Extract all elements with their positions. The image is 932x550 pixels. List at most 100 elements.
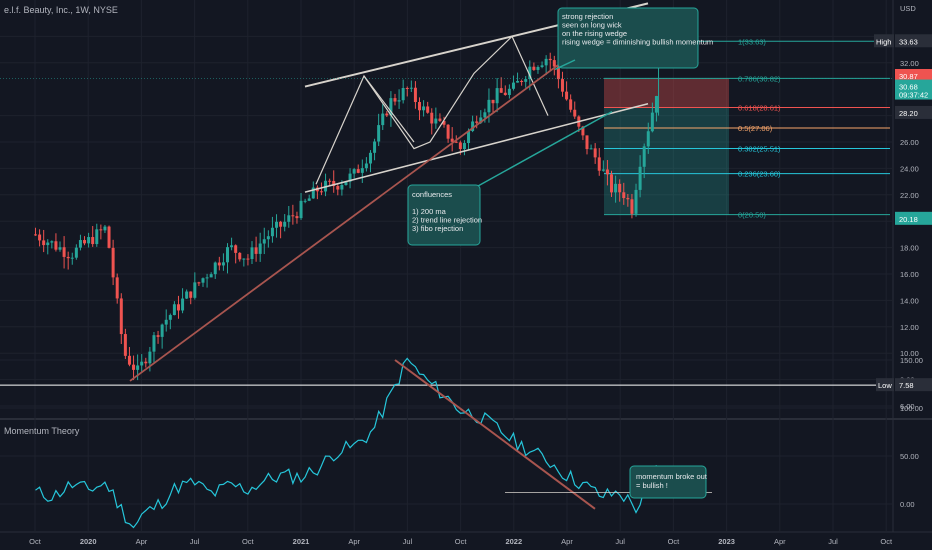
- candle-body: [242, 258, 246, 260]
- candle-body: [238, 252, 242, 260]
- candle-body: [127, 355, 131, 365]
- candle-body: [540, 65, 544, 68]
- time-tick-label: 2022: [505, 537, 522, 546]
- price-tick-label: 24.00: [900, 164, 919, 173]
- price-tick-label: 12.00: [900, 323, 919, 332]
- candle-body: [38, 234, 42, 241]
- time-tick-label: Apr: [561, 537, 573, 546]
- candle-body: [426, 106, 430, 113]
- candle-body: [593, 148, 597, 158]
- candle-body: [168, 315, 172, 320]
- candle-body: [475, 121, 479, 123]
- candle-body: [377, 125, 381, 142]
- candle-body: [483, 112, 487, 118]
- candle-body: [234, 245, 238, 253]
- candle-body: [422, 106, 426, 111]
- candle-body: [650, 112, 654, 132]
- fib-level-label: 0.236(23.60): [738, 170, 781, 179]
- candle-body: [136, 365, 140, 370]
- candle-body: [160, 324, 164, 337]
- candle-body: [176, 304, 180, 311]
- candle-body: [144, 361, 148, 364]
- osc-tick-label: 100.00: [900, 404, 923, 413]
- candle-body: [536, 67, 540, 70]
- candle-body: [209, 274, 213, 278]
- candle-body: [516, 80, 520, 83]
- confluences-note-line: 2) trend line rejection: [412, 216, 482, 225]
- momentum-downtrend-line: [394, 359, 596, 510]
- rejection-note-line: strong rejection: [562, 12, 613, 21]
- fib-level-label: 0.618(28.61): [738, 104, 781, 113]
- candle-body: [552, 60, 556, 67]
- fib-target-zone: [604, 107, 729, 215]
- candle-body: [585, 135, 589, 150]
- high-tag-bg: [874, 34, 894, 48]
- candle-body: [601, 169, 605, 171]
- candle-body: [185, 291, 189, 299]
- time-tick-label: Oct: [242, 537, 255, 546]
- candle-body: [46, 242, 50, 246]
- candle-body: [630, 199, 634, 214]
- candle-body: [328, 180, 332, 182]
- last-price: 30.68: [899, 83, 918, 92]
- candle-body: [597, 157, 601, 171]
- candle-body: [201, 278, 205, 283]
- candle-body: [221, 262, 225, 266]
- price-tick-label: 22.00: [900, 191, 919, 200]
- candle-body: [70, 257, 74, 259]
- candle-body: [364, 163, 368, 169]
- candle-body: [471, 121, 475, 132]
- price-tick-label: 26.00: [900, 138, 919, 147]
- candle-body: [197, 282, 201, 284]
- confluences-note-line: 1) 200 ma: [412, 207, 447, 216]
- time-tick-label: Jul: [190, 537, 200, 546]
- candle-body: [62, 247, 66, 257]
- last-price-bg: [895, 79, 932, 100]
- high-tag: High: [876, 37, 891, 46]
- candle-body: [291, 215, 295, 217]
- candle-body: [360, 168, 364, 173]
- rejection-note-line: on the rising wedge: [562, 29, 627, 38]
- indicator-title: Momentum Theory: [4, 426, 80, 436]
- time-tick-label: 2023: [718, 537, 735, 546]
- candle-body: [336, 186, 340, 190]
- candle-body: [409, 87, 413, 89]
- time-tick-label: Oct: [668, 537, 681, 546]
- time-tick-label: 2020: [80, 537, 97, 546]
- momentum-note-line: momentum broke out: [636, 472, 708, 481]
- candle-body: [99, 229, 103, 231]
- price-tick-label: 6.00: [900, 402, 915, 411]
- candle-body: [54, 241, 58, 250]
- candle-body: [479, 117, 483, 123]
- momentum-note-line: = bullish !: [636, 481, 668, 490]
- candle-body: [487, 99, 491, 113]
- candle-body: [217, 262, 221, 266]
- candle-body: [548, 58, 552, 61]
- price-badge-1: 30.87: [899, 72, 918, 81]
- price-badge-5-bg: [895, 211, 932, 225]
- candle-body: [614, 183, 618, 193]
- candle-body: [332, 180, 336, 187]
- candle-body: [275, 221, 279, 228]
- candle-body: [254, 247, 258, 254]
- rejection-note-line: seen on long wick: [562, 21, 622, 30]
- candle-body: [74, 247, 78, 258]
- candle-body: [646, 131, 650, 147]
- candle-body: [491, 99, 495, 104]
- candle-body: [83, 240, 87, 244]
- osc-tick-label: 0.00: [900, 500, 915, 509]
- candle-body: [454, 141, 458, 143]
- confluences-note-box: [407, 184, 481, 246]
- candlestick-series: [34, 41, 660, 381]
- candle-body: [258, 243, 262, 254]
- candle-body: [91, 237, 95, 245]
- chart-title: e.l.f. Beauty, Inc., 1W, NYSE: [4, 5, 118, 15]
- candle-body: [307, 198, 311, 201]
- candle-body: [344, 181, 348, 185]
- fib-level-label: 0.786(30.82): [738, 74, 781, 83]
- zigzag-leg: [363, 75, 415, 143]
- candle-body: [299, 200, 303, 219]
- candle-body: [250, 247, 254, 260]
